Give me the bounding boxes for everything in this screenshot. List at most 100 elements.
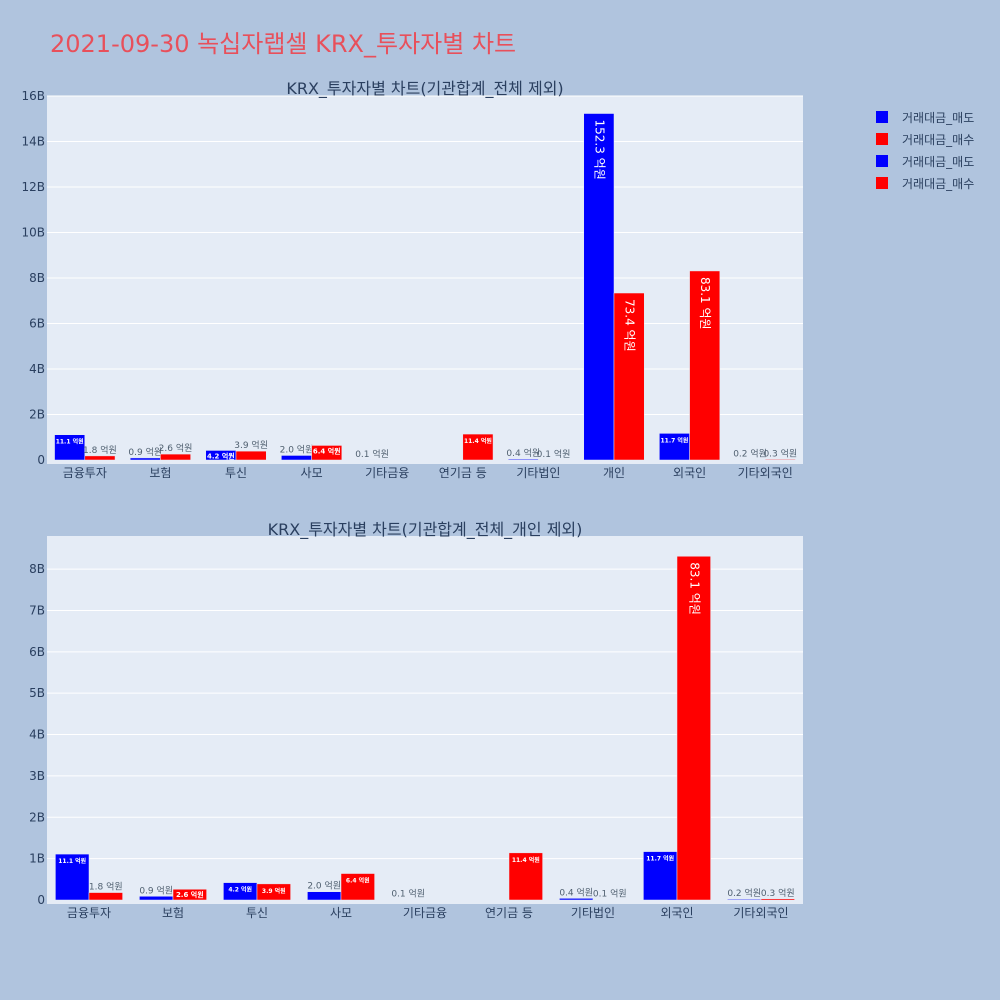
- y-tick-label: 4B: [29, 728, 45, 742]
- bar-buy: [508, 852, 543, 901]
- bar-data-label: 0.1 억원: [537, 448, 571, 460]
- x-tick-label: 보험: [162, 906, 184, 920]
- legend-label: 거래대금_매도: [902, 154, 975, 169]
- x-tick-label: 외국인: [673, 466, 706, 480]
- bar-data-label: 11.4 억원: [464, 437, 492, 445]
- legend-swatch-sell: [876, 111, 888, 123]
- legend-label: 거래대금_매도: [902, 110, 975, 125]
- x-tick-label: 기타금융: [403, 906, 447, 920]
- bar-sell: [583, 113, 615, 461]
- x-tick-label: 금융투자: [63, 466, 107, 480]
- bar-buy: [84, 455, 116, 461]
- bar-data-label: 6.4 억원: [346, 877, 370, 885]
- bar-buy: [160, 453, 191, 461]
- y-tick-label: 8B: [29, 562, 45, 576]
- bar-sell: [643, 851, 678, 901]
- x-tick-label: 투신: [246, 906, 268, 920]
- bar-buy: [340, 873, 375, 901]
- bar-data-label: 2.0 억원: [307, 880, 341, 892]
- bar-buy: [764, 459, 796, 461]
- y-tick-label: 6B: [29, 317, 45, 331]
- plot-area: [47, 96, 803, 464]
- bar-sell: [659, 433, 690, 461]
- bar-sell: [54, 434, 86, 461]
- bar-data-label: 0.9 억원: [139, 884, 173, 896]
- y-tick-label: 12B: [21, 180, 45, 194]
- chart-title: KRX_투자자별 차트(기관합계_전체 제외): [286, 79, 563, 99]
- bar-data-label: 0.4 억원: [559, 886, 593, 898]
- bar-data-label: 0.2 억원: [733, 448, 767, 460]
- bar-data-label: 83.1 억원: [698, 277, 712, 330]
- bar-data-label: 2.6 억원: [176, 890, 204, 899]
- bar-buy: [88, 892, 123, 901]
- legend-label: 거래대금_매수: [902, 176, 975, 191]
- x-tick-label: 사모: [301, 466, 323, 480]
- bar-buy: [760, 898, 795, 901]
- chart-title: KRX_투자자별 차트(기관합계_전체_개인 제외): [268, 520, 583, 540]
- bar-buy: [256, 883, 291, 901]
- legend-item-sell-2[interactable]: 거래대금_매도: [876, 150, 974, 172]
- bar-data-label: 1.8 억원: [89, 881, 123, 893]
- x-tick-label: 금융투자: [67, 906, 111, 920]
- bar-buy: [462, 433, 494, 461]
- y-tick-label: 0: [37, 453, 45, 467]
- x-tick-label: 보험: [149, 466, 171, 480]
- legend-item-buy-1[interactable]: 거래대금_매수: [876, 128, 974, 150]
- x-tick-label: 사모: [330, 906, 352, 920]
- legend-label: 거래대금_매수: [902, 132, 975, 147]
- bar-data-label: 0.1 억원: [391, 888, 425, 900]
- legend-swatch-buy: [876, 177, 888, 189]
- bar-data-label: 0.1 억원: [593, 888, 627, 900]
- legend-item-buy-2[interactable]: 거래대금_매수: [876, 172, 974, 194]
- legend-swatch-buy: [876, 133, 888, 145]
- bar-sell: [307, 891, 342, 901]
- chart-legend[interactable]: 거래대금_매도 거래대금_매수 거래대금_매도 거래대금_매수: [876, 106, 974, 194]
- bar-data-label: 4.2 억원: [228, 886, 252, 894]
- bar-data-label: 0.3 억원: [763, 447, 797, 459]
- x-tick-label: 연기금 등: [439, 466, 487, 480]
- x-tick-label: 기타외국인: [733, 906, 788, 920]
- y-tick-label: 8B: [29, 271, 45, 285]
- bar-data-label: 0.3 억원: [761, 887, 795, 899]
- y-tick-label: 1B: [29, 852, 45, 866]
- y-tick-label: 3B: [29, 769, 45, 783]
- y-tick-label: 7B: [29, 603, 45, 617]
- bar-buy: [172, 888, 207, 901]
- bar-buy: [235, 450, 267, 461]
- bar-data-label: 11.1 억원: [58, 857, 86, 865]
- bar-data-label: 2.0 억원: [280, 443, 314, 455]
- x-tick-label: 개인: [603, 466, 625, 480]
- y-tick-label: 6B: [29, 645, 45, 659]
- bar-sell: [139, 896, 174, 901]
- x-tick-label: 기타법인: [516, 466, 560, 480]
- legend-swatch-sell: [876, 155, 888, 167]
- bar-sell: [559, 898, 594, 901]
- x-tick-label: 투신: [225, 466, 247, 480]
- bar-data-label: 11.1 억원: [56, 438, 84, 446]
- bar-data-label: 0.4 억원: [506, 447, 540, 459]
- bar-buy: [689, 270, 721, 461]
- bar-data-label: 4.2 억원: [207, 451, 235, 460]
- y-tick-label: 0: [37, 893, 45, 907]
- y-tick-label: 5B: [29, 686, 45, 700]
- y-tick-label: 14B: [21, 135, 45, 149]
- bar-buy: [613, 292, 645, 461]
- x-tick-label: 기타법인: [571, 906, 615, 920]
- x-tick-label: 기타외국인: [738, 466, 793, 480]
- x-tick-label: 연기금 등: [485, 906, 533, 920]
- bar-data-label: 11.7 억원: [661, 436, 689, 444]
- legend-item-sell-1[interactable]: 거래대금_매도: [876, 106, 974, 128]
- page-title: 2021-09-30 녹십자랩셀 KRX_투자자별 차트: [50, 30, 517, 58]
- x-tick-label: 기타금융: [365, 466, 409, 480]
- x-tick-label: 외국인: [660, 906, 693, 920]
- chart-institution-total-excluded: 0 2B 4B 6B 8B 10B 12B 14B 16B KRX_투자자별 차트(기관합계_전체…: [21, 79, 803, 480]
- y-tick-label: 2B: [29, 810, 45, 824]
- bar-data-label: 3.9 억원: [234, 439, 268, 451]
- bar-data-label: 3.9 억원: [262, 887, 286, 895]
- y-tick-label: 10B: [21, 226, 45, 240]
- bar-data-label: 11.4 억원: [512, 856, 540, 864]
- bar-sell: [55, 853, 90, 901]
- y-tick-label: 2B: [29, 408, 45, 422]
- bar-data-label: 73.4 억원: [623, 299, 637, 352]
